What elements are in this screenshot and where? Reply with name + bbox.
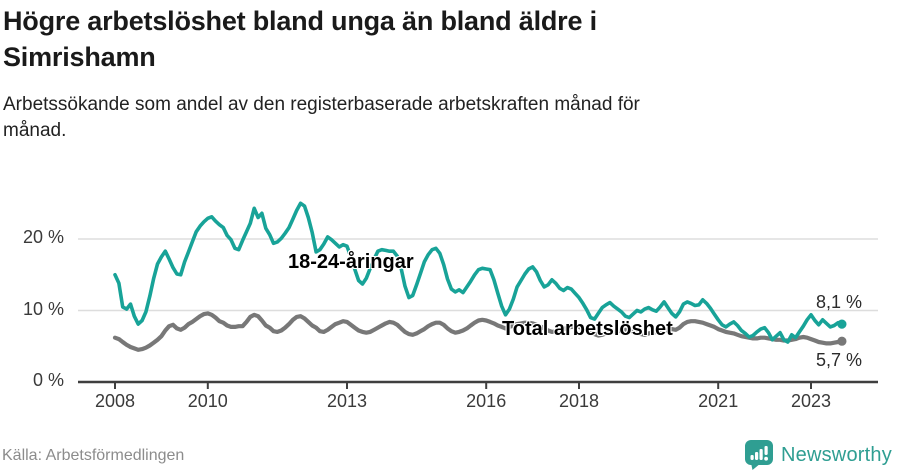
x-tick-label: 2010: [187, 391, 228, 411]
end-value-total: 5,7 %: [816, 350, 863, 370]
y-tick-label: 20 %: [22, 227, 64, 247]
y-tick-label: 0 %: [32, 370, 64, 390]
x-tick-label: 2016: [466, 391, 507, 411]
newsworthy-brand: Newsworthy: [744, 439, 892, 471]
x-tick-label: 2023: [790, 391, 832, 411]
source-credit: Källa: Arbetsförmedlingen: [2, 447, 185, 464]
newsworthy-logo-icon: [745, 440, 773, 470]
x-tick-label: 2018: [558, 391, 600, 411]
x-tick-label: 2013: [326, 391, 368, 411]
newsworthy-wordmark: Newsworthy: [781, 443, 892, 466]
series-label-youth: 18-24-åringar: [288, 251, 414, 273]
x-tick-label: 2008: [94, 391, 136, 411]
page-title-line-1: Högre arbetslöshet bland unga än bland ä…: [3, 6, 597, 36]
series-line: [113, 201, 844, 344]
x-tick-label: 2021: [698, 391, 739, 411]
y-tick-label: 10 %: [22, 298, 64, 319]
end-value-youth: 8,1 %: [816, 292, 863, 312]
chart-subtitle: Arbetssökande som andel av den registerb…: [3, 92, 823, 144]
series-line: [112, 311, 845, 352]
chart-subtitle-line-1: Arbetssökande som andel av den registerb…: [3, 94, 640, 115]
page-title-line-2: Simrishamn: [3, 41, 156, 72]
series-end-dot: [837, 336, 847, 346]
series-label-total: Total arbetslöshet: [502, 318, 673, 340]
series-end-dot: [837, 319, 847, 329]
page-title: Högre arbetslöshet bland unga än bland ä…: [3, 4, 743, 76]
chart-subtitle-line-2: månad.: [3, 120, 67, 142]
